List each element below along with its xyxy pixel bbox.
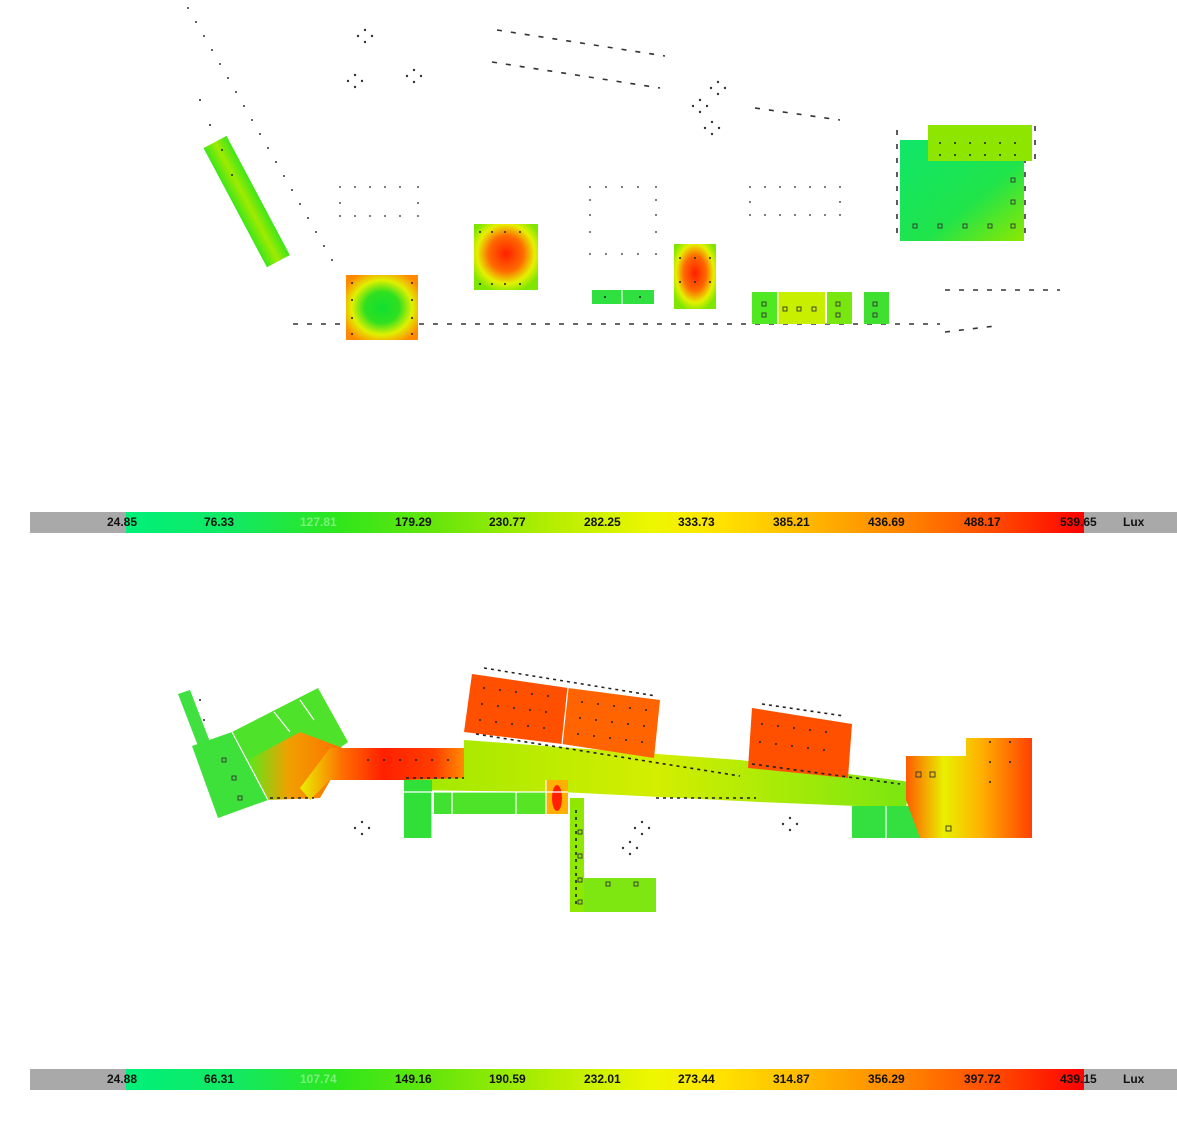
room-row-3 [827, 292, 852, 324]
zone-main-corridor [404, 740, 910, 808]
top-floor-illuminance-plan [0, 0, 1177, 345]
grid-right [749, 186, 841, 216]
room-row-2 [778, 292, 825, 324]
legend-tick: 356.29 [868, 1072, 905, 1086]
room-upper-right [928, 125, 1032, 161]
legend-tick: 273.44 [678, 1072, 715, 1086]
legend-tick: 179.29 [395, 515, 432, 529]
room-strip-3 [452, 792, 516, 814]
legend-tick: 24.85 [107, 515, 138, 529]
room-strip-2 [434, 792, 452, 814]
room-right-wing [906, 738, 1032, 838]
legend-tick: 488.17 [964, 515, 1001, 529]
legend-tick: 539.65 [1060, 515, 1097, 529]
room-lower-block [584, 878, 656, 912]
legend-tick: 66.31 [204, 1072, 235, 1086]
room-stacked [674, 244, 716, 309]
zone-left-block [192, 732, 268, 818]
illuminance-zones [203, 125, 1032, 340]
hot-spot-core [552, 785, 562, 811]
dashed-walls [270, 667, 901, 905]
fixture-boxes [221, 757, 952, 905]
legend-tick: 76.33 [204, 515, 235, 529]
legend-unit: Lux [1123, 515, 1145, 529]
room-red-hall [474, 224, 538, 290]
luminaire-grids [339, 186, 841, 255]
dashed-walls [293, 29, 1060, 333]
bottom-floor-illuminance-plan [0, 660, 1177, 920]
room-strip-4 [516, 792, 546, 814]
grid-center [589, 186, 657, 255]
grid-left [339, 186, 419, 217]
illuminance-legend-top: 24.85 76.33 127.81 179.29 230.77 282.25 … [30, 512, 1177, 533]
legend-tick: 314.87 [773, 1072, 810, 1086]
room-small-strip [592, 290, 654, 304]
zone-red-hall-3 [748, 708, 852, 778]
legend-tick: 190.59 [489, 1072, 526, 1086]
room-strip-1 [404, 780, 432, 838]
legend-color-scale [126, 512, 1084, 533]
illuminance-legend-bottom: 24.88 66.31 107.74 149.16 190.59 232.01 … [30, 1069, 1177, 1090]
legend-tick: 230.77 [489, 515, 526, 529]
fixture-marks [199, 687, 1011, 783]
legend-tick: 24.88 [107, 1072, 138, 1086]
legend-tick: 107.74 [300, 1072, 337, 1086]
legend-color-scale [126, 1069, 1084, 1090]
room-outlines [621, 290, 827, 324]
luminaire-crosses [353, 816, 799, 856]
zone-red-hall-1 [464, 674, 568, 744]
room-outlines [231, 687, 887, 838]
room-vertical-corridor [570, 798, 584, 912]
fixture-marks [199, 99, 1016, 335]
legend-tick: 232.01 [584, 1072, 621, 1086]
room-diagonal-corridor [203, 135, 290, 268]
luminaire-dots [187, 7, 727, 261]
legend-unit: Lux [1123, 1072, 1145, 1086]
legend-tick: 149.16 [395, 1072, 432, 1086]
legend-tick: 397.72 [964, 1072, 1001, 1086]
legend-tick: 436.69 [868, 515, 905, 529]
legend-tick: 385.21 [773, 515, 810, 529]
legend-tick: 333.73 [678, 515, 715, 529]
room-row-1 [752, 292, 777, 324]
room-left-green-center [346, 275, 418, 340]
zone-left-stub [178, 690, 210, 746]
fixture-boxes [761, 177, 1016, 318]
zone-hot-corridor [300, 748, 466, 800]
zone-red-hall-2 [562, 688, 660, 758]
legend-tick: 127.81 [300, 515, 337, 529]
legend-tick: 439.15 [1060, 1072, 1097, 1086]
room-row-4 [864, 292, 889, 324]
legend-tick: 282.25 [584, 515, 621, 529]
